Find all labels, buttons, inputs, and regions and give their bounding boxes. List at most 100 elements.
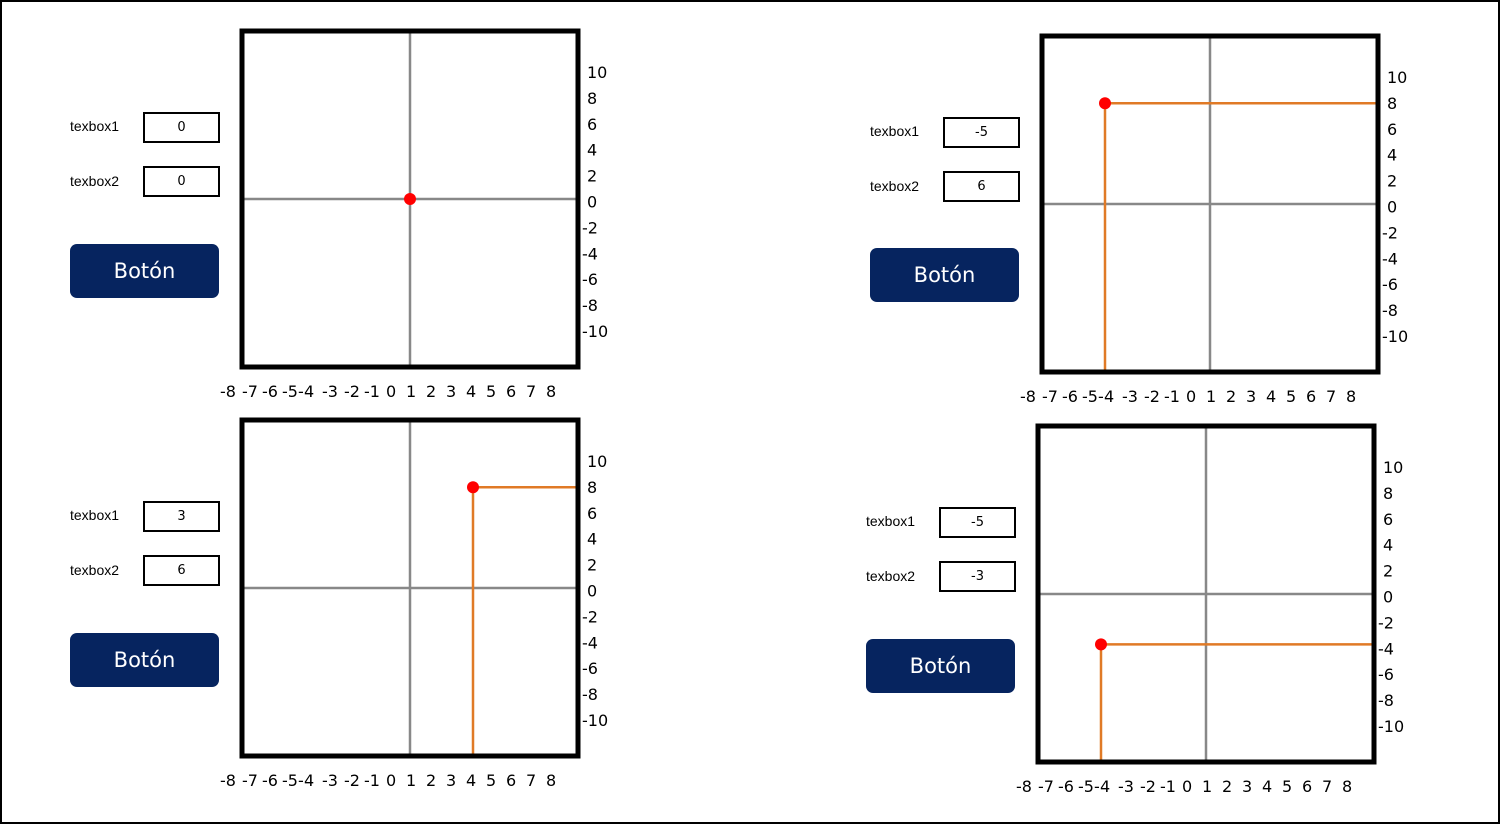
x-tick-label: 8 [1342, 777, 1352, 796]
x-tick-label: -3 [1122, 387, 1138, 406]
x-tick-label: 1 [406, 382, 416, 401]
textbox1-input[interactable] [943, 117, 1020, 148]
x-tick-label: -6 [1062, 387, 1078, 406]
x-tick-label: -5- [282, 382, 304, 401]
y-tick-label: -4 [1378, 639, 1394, 658]
y-tick-label: -4 [1382, 249, 1398, 268]
x-tick-label: -6 [262, 382, 278, 401]
x-tick-label: 2 [1226, 387, 1236, 406]
x-tick-label: -5- [1078, 777, 1100, 796]
x-tick-label: 6 [506, 382, 516, 401]
plot-border [1035, 423, 1377, 765]
y-tick-label: -10 [582, 711, 608, 730]
x-tick-label: -5- [282, 771, 304, 790]
x-tick-label: 6 [506, 771, 516, 790]
x-tick-label: -2 [1140, 777, 1156, 796]
y-tick-label: 4 [1387, 146, 1397, 165]
x-tick-label: -8 [1016, 777, 1032, 796]
textbox2-input[interactable] [939, 561, 1016, 592]
x-tick-label: 8 [1346, 387, 1356, 406]
y-tick-label: 8 [1387, 94, 1397, 113]
x-tick-label: 8 [546, 771, 556, 790]
y-tick-label: 2 [1387, 172, 1397, 191]
x-tick-label: -7 [242, 382, 258, 401]
x-tick-label: 4 [1262, 777, 1272, 796]
x-tick-label: 4 [466, 382, 476, 401]
y-tick-label: -2 [1382, 223, 1398, 242]
x-tick-label: -3 [322, 771, 338, 790]
y-tick-label: -4 [582, 633, 598, 652]
y-tick-label: 4 [587, 530, 597, 549]
y-tick-label: -2 [1378, 613, 1394, 632]
x-tick-label: 7 [526, 382, 536, 401]
x-tick-label: 7 [526, 771, 536, 790]
boton-button[interactable]: Botón [870, 248, 1019, 302]
x-tick-label: 1 [1206, 387, 1216, 406]
x-tick-label: -1 [1164, 387, 1180, 406]
x-tick-label: 6 [1302, 777, 1312, 796]
x-tick-label: -3 [1118, 777, 1134, 796]
y-tick-label: 4 [1383, 536, 1393, 555]
textbox2-input[interactable] [143, 555, 220, 586]
y-tick-label: 8 [587, 89, 597, 108]
x-tick-label: -8 [220, 382, 236, 401]
x-tick-label: -5- [1082, 387, 1104, 406]
y-tick-label: 0 [1383, 588, 1393, 607]
boton-button[interactable]: Botón [866, 639, 1015, 693]
y-tick-label: -10 [1382, 327, 1408, 346]
plot-point [404, 193, 416, 205]
x-tick-label: 4 [304, 771, 314, 790]
x-tick-label: 5 [486, 771, 496, 790]
x-tick-label: 1 [406, 771, 416, 790]
textbox1-input[interactable] [143, 112, 220, 143]
x-tick-label: 0 [1182, 777, 1192, 796]
textbox1-input[interactable] [143, 501, 220, 532]
y-tick-label: 8 [1383, 484, 1393, 503]
y-tick-label: 6 [587, 115, 597, 134]
panel-top-left: texbox1 texbox2 Botón 1086420-2-4-6-8-10… [70, 28, 630, 418]
textbox1-label: texbox1 [870, 123, 920, 139]
textbox2-input[interactable] [943, 171, 1020, 202]
x-tick-label: 2 [426, 771, 436, 790]
x-tick-label: 1 [1202, 777, 1212, 796]
y-tick-label: 2 [587, 556, 597, 575]
x-tick-label: -6 [262, 771, 278, 790]
y-tick-label: 2 [587, 167, 597, 186]
x-tick-label: 3 [446, 382, 456, 401]
plot-border [239, 417, 581, 759]
y-tick-label: -10 [1378, 717, 1404, 736]
x-tick-label: -7 [1042, 387, 1058, 406]
x-tick-label: -1 [364, 771, 380, 790]
boton-button[interactable]: Botón [70, 244, 219, 298]
y-tick-label: 6 [1387, 120, 1397, 139]
x-tick-label: 4 [304, 382, 314, 401]
panel-top-right: texbox1 texbox2 Botón 1086420-2-4-6-8-10… [870, 33, 1430, 423]
y-tick-label: 10 [1387, 68, 1407, 87]
boton-button[interactable]: Botón [70, 633, 219, 687]
y-tick-label: 8 [587, 478, 597, 497]
y-tick-label: 6 [587, 504, 597, 523]
x-tick-label: 2 [1222, 777, 1232, 796]
textbox1-label: texbox1 [70, 118, 120, 134]
x-tick-label: 5 [1286, 387, 1296, 406]
x-tick-label: 3 [1246, 387, 1256, 406]
textbox2-label: texbox2 [70, 173, 120, 189]
textbox1-input[interactable] [939, 507, 1016, 538]
x-tick-label: 7 [1322, 777, 1332, 796]
y-tick-label: -2 [582, 218, 598, 237]
y-tick-label: 0 [587, 193, 597, 212]
y-tick-label: -8 [1378, 691, 1394, 710]
textbox2-input[interactable] [143, 166, 220, 197]
y-tick-label: 0 [587, 582, 597, 601]
y-tick-label: -8 [1382, 301, 1398, 320]
x-tick-label: 3 [1242, 777, 1252, 796]
x-tick-label: -2 [1144, 387, 1160, 406]
panel-bottom-left: texbox1 texbox2 Botón 1086420-2-4-6-8-10… [70, 417, 630, 807]
x-tick-label: -7 [1038, 777, 1054, 796]
y-tick-label: -6 [582, 270, 598, 289]
x-tick-label: 4 [466, 771, 476, 790]
y-tick-label: 2 [1383, 562, 1393, 581]
